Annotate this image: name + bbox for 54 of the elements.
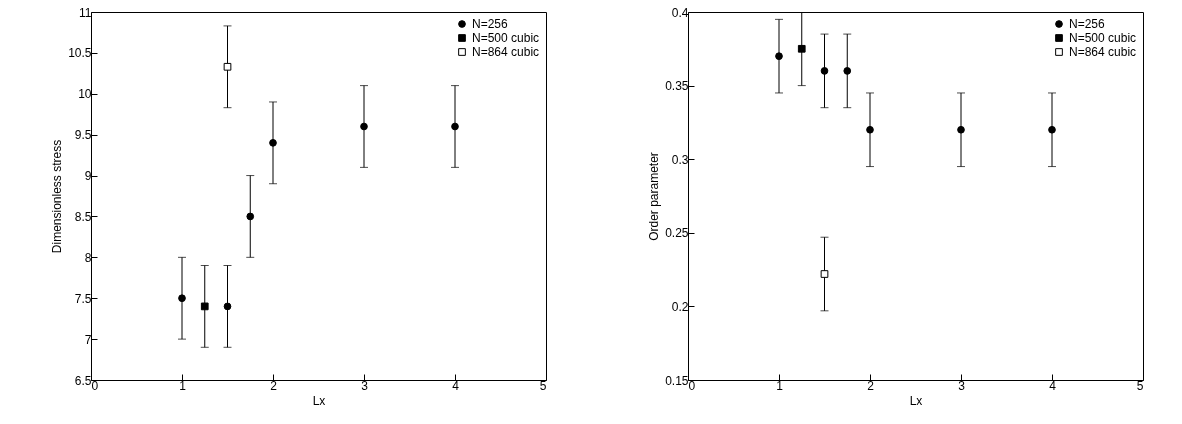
point — [451, 122, 459, 131]
x-axis-title: Lx — [312, 393, 326, 408]
y-tick-label: 8.5 — [74, 209, 92, 224]
y-tick-label: 7.5 — [74, 291, 92, 306]
point — [178, 294, 186, 303]
x-tick-label: 2 — [270, 378, 278, 393]
y-axis-title: Order parameter — [647, 152, 662, 241]
legend-label: N=500 cubic — [472, 31, 540, 45]
point — [246, 212, 255, 221]
y-tick-label: 10.5 — [68, 46, 92, 61]
point — [269, 139, 277, 147]
y-tick-label: 10 — [78, 87, 92, 102]
point — [843, 67, 852, 75]
point — [200, 302, 209, 311]
point — [1048, 125, 1056, 134]
x-tick-label: 5 — [539, 378, 547, 393]
point — [797, 44, 806, 53]
point — [866, 125, 874, 134]
legend-label: N=864 cubic — [1069, 45, 1137, 59]
legend-label: N=864 cubic — [472, 45, 540, 59]
y-tick-label: 7 — [84, 332, 92, 347]
point — [957, 125, 965, 134]
y-tick-label: 0.25 — [665, 226, 689, 241]
legend-label: N=256 — [472, 17, 509, 31]
x-tick-label: 3 — [361, 378, 369, 393]
point — [223, 62, 232, 71]
y-tick-label: 8 — [84, 250, 92, 265]
x-tick-label: 0 — [91, 378, 99, 393]
point — [775, 52, 783, 61]
x-tick-label: 2 — [867, 378, 875, 393]
y-tick-label: 0.4 — [671, 5, 689, 20]
x-tick-label: 1 — [179, 378, 187, 393]
x-tick-label: 4 — [1049, 378, 1057, 393]
point — [820, 270, 829, 278]
y-axis-title: Dimensionless stress — [50, 139, 65, 254]
point — [223, 302, 232, 311]
y-tick-label: 9.5 — [74, 128, 92, 143]
x-tick-label: 5 — [1136, 378, 1144, 393]
y-tick-label: 11 — [79, 5, 92, 20]
point — [820, 67, 829, 75]
y-tick-label: 0.3 — [671, 152, 689, 167]
legend-label: N=500 cubic — [1069, 31, 1137, 45]
x-tick-label: 3 — [958, 378, 966, 393]
x-axis-title: Lx — [909, 393, 923, 408]
y-tick-label: 0.15 — [665, 373, 689, 388]
point — [360, 122, 368, 131]
x-tick-label: 4 — [452, 378, 460, 393]
y-tick-label: 6.5 — [74, 373, 92, 388]
x-tick-label: 1 — [776, 378, 784, 393]
y-tick-label: 0.2 — [671, 299, 689, 314]
x-tick-label: 0 — [688, 378, 696, 393]
y-tick-label: 9 — [84, 169, 92, 184]
y-tick-label: 0.35 — [665, 79, 689, 94]
legend-label: N=256 — [1069, 17, 1106, 31]
